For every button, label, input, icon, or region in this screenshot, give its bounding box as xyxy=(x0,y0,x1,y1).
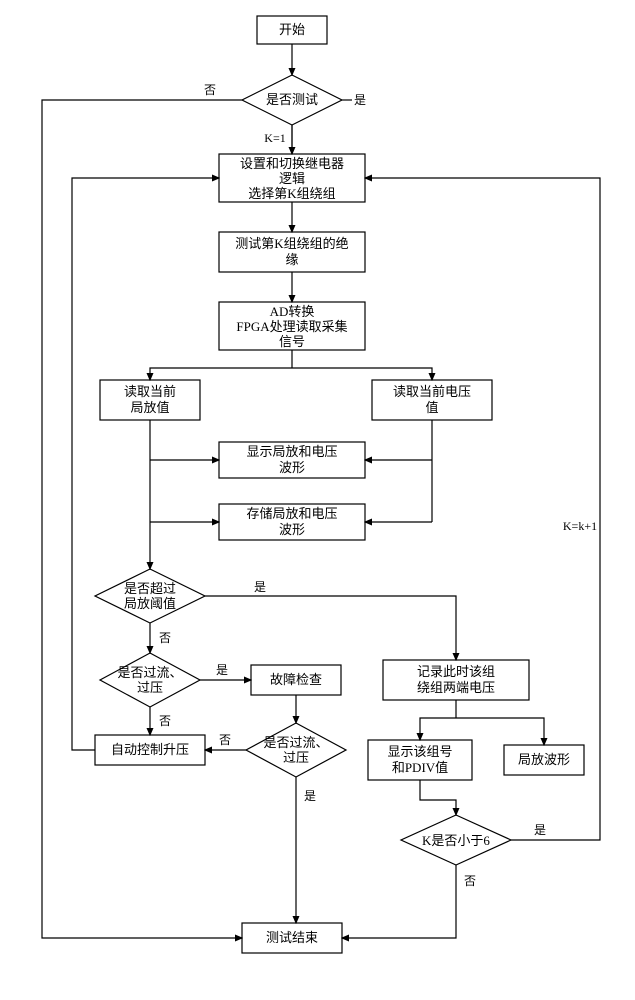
lbl-no-k: 否 xyxy=(464,874,476,888)
node-read-pd-l0: 读取当前 xyxy=(124,384,176,399)
node-record-voltage-l0: 记录此时该组 xyxy=(417,664,495,679)
node-read-voltage-l0: 读取当前电压 xyxy=(393,384,471,399)
lbl-no-oc2: 否 xyxy=(219,733,231,747)
node-show-pdiv-l0: 显示该组号 xyxy=(387,744,452,759)
node-display-waveform-l0: 显示局放和电压 xyxy=(246,444,337,459)
edge-k-no xyxy=(342,865,456,938)
node-test-insulation-l1: 缘 xyxy=(285,252,298,267)
node-display-waveform-l1: 波形 xyxy=(279,460,305,475)
node-fault-check-l0: 故障检查 xyxy=(270,672,322,687)
node-auto-boost-l0: 自动控制升压 xyxy=(111,742,189,757)
node-set-switch-l0: 设置和切换继电器 xyxy=(240,156,344,171)
lbl-k-inc: K=k+1 xyxy=(563,519,597,533)
flowchart-canvas: 开始 是否测试 设置和切换继电器 逻辑 选择第K组绕组 测试第K组绕组的绝 缘 … xyxy=(0,0,635,1000)
node-ocov-1-l0: 是否过流、 xyxy=(117,665,182,680)
node-start-label: 开始 xyxy=(279,22,305,37)
node-record-voltage-l1: 绕组两端电压 xyxy=(417,680,495,695)
node-test-end-l0: 测试结束 xyxy=(266,930,318,945)
node-store-waveform-l0: 存储局放和电压 xyxy=(246,506,337,521)
lbl-yes-oc2: 是 xyxy=(304,789,316,803)
edge-recv-pdiv xyxy=(420,718,456,740)
lbl-yes-k: 是 xyxy=(534,823,546,837)
node-ocov-2-l0: 是否过流、 xyxy=(263,735,328,750)
node-ad-fpga-l0: AD转换 xyxy=(270,304,315,319)
node-ad-fpga-l1: FPGA处理读取采集 xyxy=(236,319,347,334)
lbl-yes-oc1: 是 xyxy=(216,663,228,677)
edge-dpd-yes xyxy=(205,596,456,660)
node-pd-threshold-l0: 是否超过 xyxy=(124,581,176,596)
lbl-yes-test: 是 xyxy=(354,93,366,107)
lbl-no-test: 否 xyxy=(204,83,216,97)
node-set-switch-l2: 选择第K组绕组 xyxy=(248,186,335,201)
lbl-k-eq-1: K=1 xyxy=(264,131,285,145)
node-ad-fpga-l2: 信号 xyxy=(279,334,305,349)
node-show-pdiv-l1: 和PDIV值 xyxy=(392,760,448,775)
node-k-less-6-l0: K是否小于6 xyxy=(422,833,490,848)
node-store-waveform-l1: 波形 xyxy=(279,522,305,537)
node-pd-threshold-l1: 局放阈值 xyxy=(124,596,176,611)
node-read-voltage-l1: 值 xyxy=(425,400,438,415)
node-read-pd-l1: 局放值 xyxy=(130,400,169,415)
lbl-no-pd: 否 xyxy=(159,631,171,645)
node-is-test-label: 是否测试 xyxy=(266,92,318,107)
edge-ad-readv xyxy=(292,368,432,380)
node-ocov-2-l1: 过压 xyxy=(283,750,309,765)
node-set-switch-l1: 逻辑 xyxy=(279,171,305,186)
node-pd-waveform-l0: 局放波形 xyxy=(518,752,570,767)
node-ocov-1-l1: 过压 xyxy=(137,680,163,695)
node-test-insulation-l0: 测试第K组绕组的绝 xyxy=(235,236,348,251)
lbl-no-oc1: 否 xyxy=(159,714,171,728)
lbl-yes-pd: 是 xyxy=(254,580,266,594)
edge-ad-readpd xyxy=(150,368,292,380)
edge-pdiv-k xyxy=(420,780,456,815)
